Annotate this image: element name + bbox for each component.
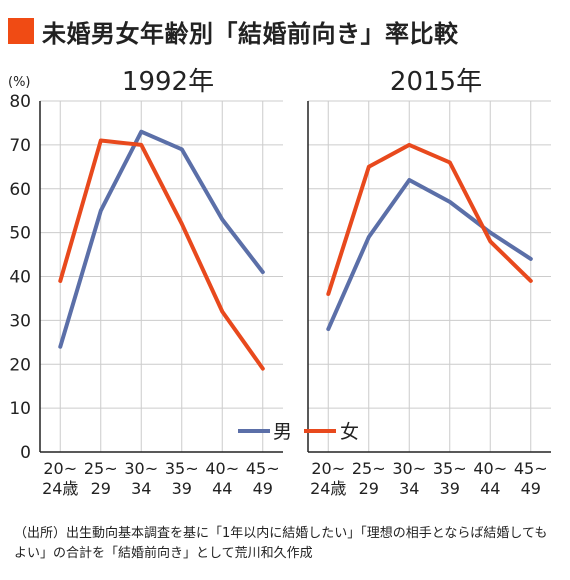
series-line-female bbox=[326, 142, 533, 296]
y-tick-label: 80 bbox=[9, 92, 31, 112]
x-tick-label: 30~ 34 bbox=[392, 459, 426, 498]
y-tick-label: 50 bbox=[9, 224, 31, 244]
y-tick-label: 0 bbox=[20, 443, 31, 463]
chart-title-row: 未婚男女年齢別「結婚前向き」率比較 bbox=[8, 14, 459, 48]
x-tick-label: 25~ 29 bbox=[84, 459, 118, 498]
x-tick-label: 40~ 44 bbox=[473, 459, 507, 498]
x-tick-label: 25~ 29 bbox=[352, 459, 386, 498]
legend-label-female: 女 bbox=[340, 421, 359, 443]
y-tick-label: 70 bbox=[9, 136, 31, 156]
legend-label-male: 男 bbox=[273, 421, 292, 443]
y-tick-label: 40 bbox=[9, 268, 31, 288]
panel-title: 1992年 bbox=[122, 67, 214, 97]
y-tick-label: 60 bbox=[9, 180, 31, 200]
series-line-female bbox=[58, 138, 265, 371]
x-tick-label: 45~ 49 bbox=[246, 459, 280, 498]
x-tick-label: 45~ 49 bbox=[514, 459, 548, 498]
x-tick-label: 40~ 44 bbox=[205, 459, 239, 498]
panel-title: 2015年 bbox=[390, 67, 482, 97]
x-tick-label: 20~ 24歳 bbox=[42, 459, 78, 498]
x-tick-label: 20~ 24歳 bbox=[310, 459, 346, 498]
y-tick-label: 10 bbox=[9, 399, 31, 419]
source-note: （出所）出生動向基本調査を基に「1年以内に結婚したい」「理想の相手とならば結婚し… bbox=[14, 526, 548, 561]
x-tick-label: 30~ 34 bbox=[124, 459, 158, 498]
y-axis-unit-label: (%) bbox=[8, 75, 31, 90]
x-tick-label: 35~ 39 bbox=[433, 459, 467, 498]
series-line-male bbox=[58, 129, 265, 349]
title-marker-square bbox=[8, 18, 34, 44]
y-tick-label: 30 bbox=[9, 311, 31, 331]
x-tick-label: 35~ 39 bbox=[165, 459, 199, 498]
chart-title: 未婚男女年齢別「結婚前向き」率比較 bbox=[42, 19, 459, 48]
series-line-male bbox=[326, 178, 533, 332]
y-tick-label: 20 bbox=[9, 355, 31, 375]
